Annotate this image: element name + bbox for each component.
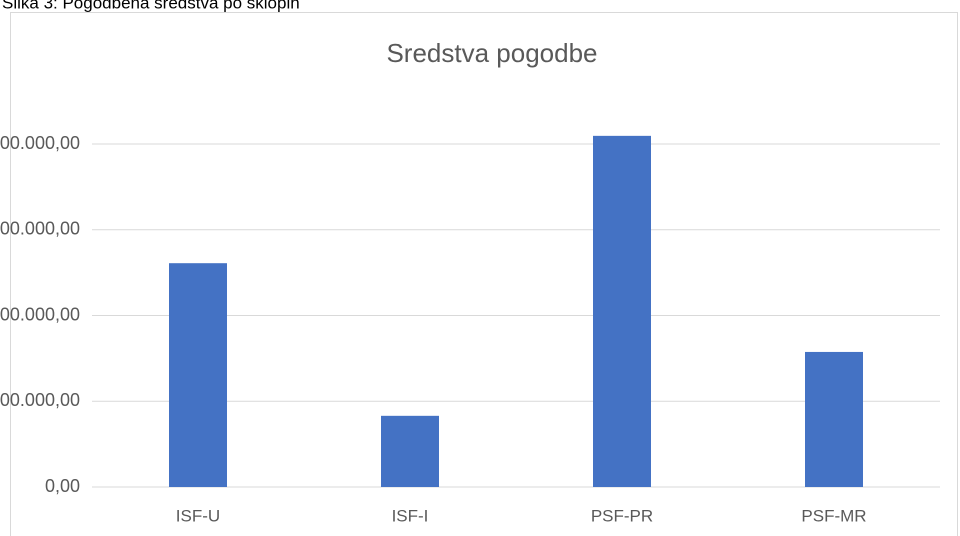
bar — [805, 351, 863, 487]
bar — [169, 263, 227, 487]
x-tick-label: ISF-U — [176, 506, 220, 525]
x-tick-label: PSF-MR — [801, 506, 866, 525]
bar — [381, 415, 439, 487]
bar — [593, 135, 651, 487]
chart-frame — [10, 12, 958, 536]
y-tick-label: 0,00 — [45, 476, 80, 496]
y-tick-label: 20.000.000,00 — [0, 390, 80, 410]
y-tick-label: 60.000.000,00 — [0, 219, 80, 239]
y-tick-label: 80.000.000,00 — [0, 133, 80, 153]
x-tick-label: ISF-I — [392, 506, 429, 525]
y-tick-label: 40.000.000,00 — [0, 304, 80, 324]
caption: Slika 3: Pogodbena sredstva po sklopih — [2, 0, 300, 12]
x-tick-label: PSF-PR — [591, 506, 653, 525]
chart-title: Sredstva pogodbe — [386, 38, 597, 68]
